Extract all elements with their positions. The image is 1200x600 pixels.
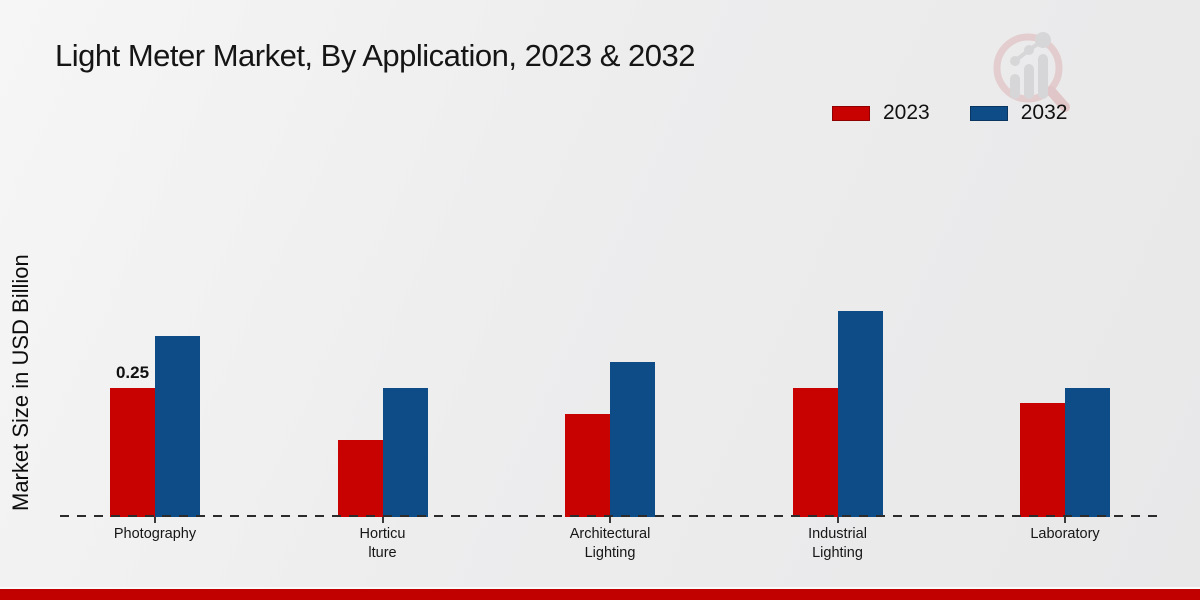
bar-2023-laboratory — [1020, 403, 1065, 517]
bar-2023-horticulture — [337, 440, 383, 517]
x-axis-tick — [154, 517, 156, 523]
category-label-line: Industrial — [808, 526, 867, 542]
category-label-line: Laboratory — [1030, 526, 1100, 542]
category-label-line: Lighting — [812, 545, 863, 561]
category-label-line: Architectural — [569, 526, 651, 542]
footer-brand-stripe — [0, 587, 1200, 600]
bar-2023-photography — [110, 388, 155, 517]
bar-2023-industrial-lighting — [792, 388, 838, 517]
magnifier-bar-chart-logo-icon — [993, 32, 1070, 112]
legend-swatch-2032 — [969, 105, 1008, 121]
legend-label: 2032 — [1020, 101, 1068, 124]
x-axis-tick — [381, 517, 384, 523]
legend: 2023 2032 — [832, 101, 1067, 125]
x-axis-tick — [836, 517, 839, 523]
category-label-industrial-lighting: Industrial Lighting — [748, 525, 928, 563]
category-label-line: Horticu — [359, 526, 406, 542]
legend-item-2032: 2032 — [969, 101, 1068, 125]
bar-value-label: 0.25 — [115, 363, 150, 382]
bar-2032-horticulture — [382, 388, 428, 517]
category-label-architectural-lighting: Architectural Lighting — [520, 525, 700, 563]
bar-2032-industrial-lighting — [837, 311, 883, 517]
legend-label: 2023 — [883, 101, 930, 124]
x-axis-tick — [1064, 517, 1066, 523]
category-label-laboratory: Laboratory — [975, 525, 1155, 544]
bar-2023-architectural-lighting — [565, 414, 610, 517]
category-label-line: Photography — [113, 526, 197, 542]
category-label-line: lture — [368, 545, 397, 561]
x-axis-tick — [609, 517, 611, 523]
category-label-line: Lighting — [584, 545, 636, 561]
legend-swatch-2023 — [832, 105, 870, 121]
bar-2032-architectural-lighting — [610, 362, 655, 517]
x-axis-baseline — [60, 515, 1160, 517]
chart-title: Light Meter Market, By Application, 2023… — [55, 38, 695, 73]
category-label-horticulture: Horticu lture — [293, 525, 473, 563]
bar-2032-photography — [155, 336, 200, 517]
category-label-photography: Photography — [65, 525, 245, 544]
bar-2032-laboratory — [1065, 388, 1110, 517]
legend-item-2023: 2023 — [832, 101, 930, 125]
